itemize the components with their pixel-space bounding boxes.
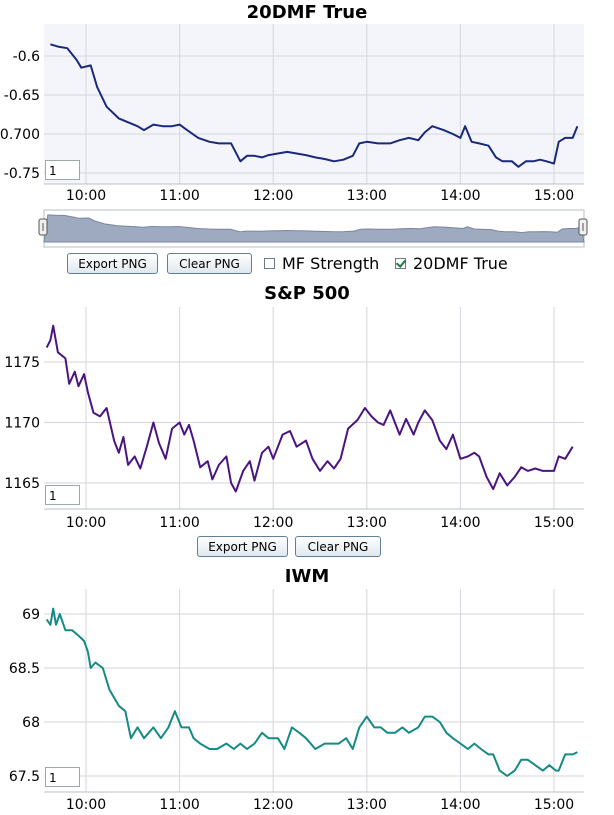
dmf-true-toggle[interactable]: 20DMF True <box>395 252 508 274</box>
navigator-handle-left[interactable] <box>38 218 48 236</box>
spx-plot-area <box>44 307 584 509</box>
spx-y-tick: 1175 <box>4 355 40 371</box>
iwm-x-tick: 15:00 <box>534 797 574 813</box>
navigator[interactable] <box>0 205 614 250</box>
mf-strength-label: MF Strength <box>282 253 380 273</box>
dmf-series-line <box>50 43 579 168</box>
iwm-x-tick: 12:00 <box>253 797 293 813</box>
dmf-y-tick: -0.6 <box>13 49 40 65</box>
iwm-x-tick: 13:00 <box>347 797 387 813</box>
dmf-y-tick: -0.700 <box>0 127 40 143</box>
spx-series-line <box>45 324 574 493</box>
dmf-x-tick: 10:00 <box>66 188 106 204</box>
zoom-input-3[interactable]: 1 <box>45 767 80 787</box>
zoom-input-2[interactable]: 1 <box>45 485 80 505</box>
iwm-y-tick: 69 <box>22 607 40 623</box>
dmf-true-checkbox[interactable] <box>395 257 406 269</box>
spx-x-tick: 12:00 <box>253 515 293 531</box>
chart-title-iwm: IWM <box>284 566 330 587</box>
dmf-true-label: 20DMF True <box>413 253 508 273</box>
iwm-x-tick: 10:00 <box>66 797 106 813</box>
dmf-y-tick: -0.65 <box>4 88 40 104</box>
iwm-x-tick: 11:00 <box>159 797 199 813</box>
iwm-y-tick: 68 <box>22 715 40 731</box>
clear-png-button-2[interactable]: Clear PNG <box>295 536 381 557</box>
dmf-x-tick: 11:00 <box>159 188 199 204</box>
spx-x-tick: 11:00 <box>159 515 199 531</box>
spx-y-tick: 1165 <box>4 476 40 492</box>
zoom-input[interactable]: 1 <box>45 160 80 180</box>
spx-x-tick: 10:00 <box>66 515 106 531</box>
iwm-series-line <box>45 607 578 777</box>
iwm-y-tick: 68.5 <box>9 661 40 677</box>
spx-x-tick: 14:00 <box>440 515 480 531</box>
spx-x-tick: 15:00 <box>534 515 574 531</box>
export-png-button-1[interactable]: Export PNG <box>67 253 158 274</box>
iwm-x-tick: 14:00 <box>440 797 480 813</box>
dmf-y-tick: -0.75 <box>4 166 40 182</box>
dmf-x-tick: 14:00 <box>440 188 480 204</box>
navigator-area <box>43 214 585 243</box>
spx-y-tick: 1170 <box>4 416 40 432</box>
dmf-x-tick: 15:00 <box>534 188 574 204</box>
chart-spx: 10:00 11:00 12:00 13:00 14:00 15:00 1175 1170 11… <box>4 307 584 531</box>
iwm-y-tick: 67.5 <box>9 769 40 785</box>
spx-x-tick: 13:00 <box>347 515 387 531</box>
dmf-x-tick: 12:00 <box>253 188 293 204</box>
chart-title-20dmf: 20DMF True <box>246 2 368 23</box>
iwm-plot-area <box>44 589 584 792</box>
clear-png-button-1[interactable]: Clear PNG <box>167 253 252 274</box>
navigator-handle-right[interactable] <box>578 218 588 236</box>
dmf-x-tick: 13:00 <box>347 188 387 204</box>
mf-strength-checkbox[interactable] <box>264 257 275 269</box>
chart-title-spx: S&P 500 <box>264 283 350 304</box>
chart-20dmf: 10:00 11:00 12:00 13:00 14:00 15:00 -0.6 -0.65 -… <box>0 24 584 204</box>
export-png-button-2[interactable]: Export PNG <box>197 536 288 557</box>
mf-strength-toggle[interactable]: MF Strength <box>264 252 379 274</box>
